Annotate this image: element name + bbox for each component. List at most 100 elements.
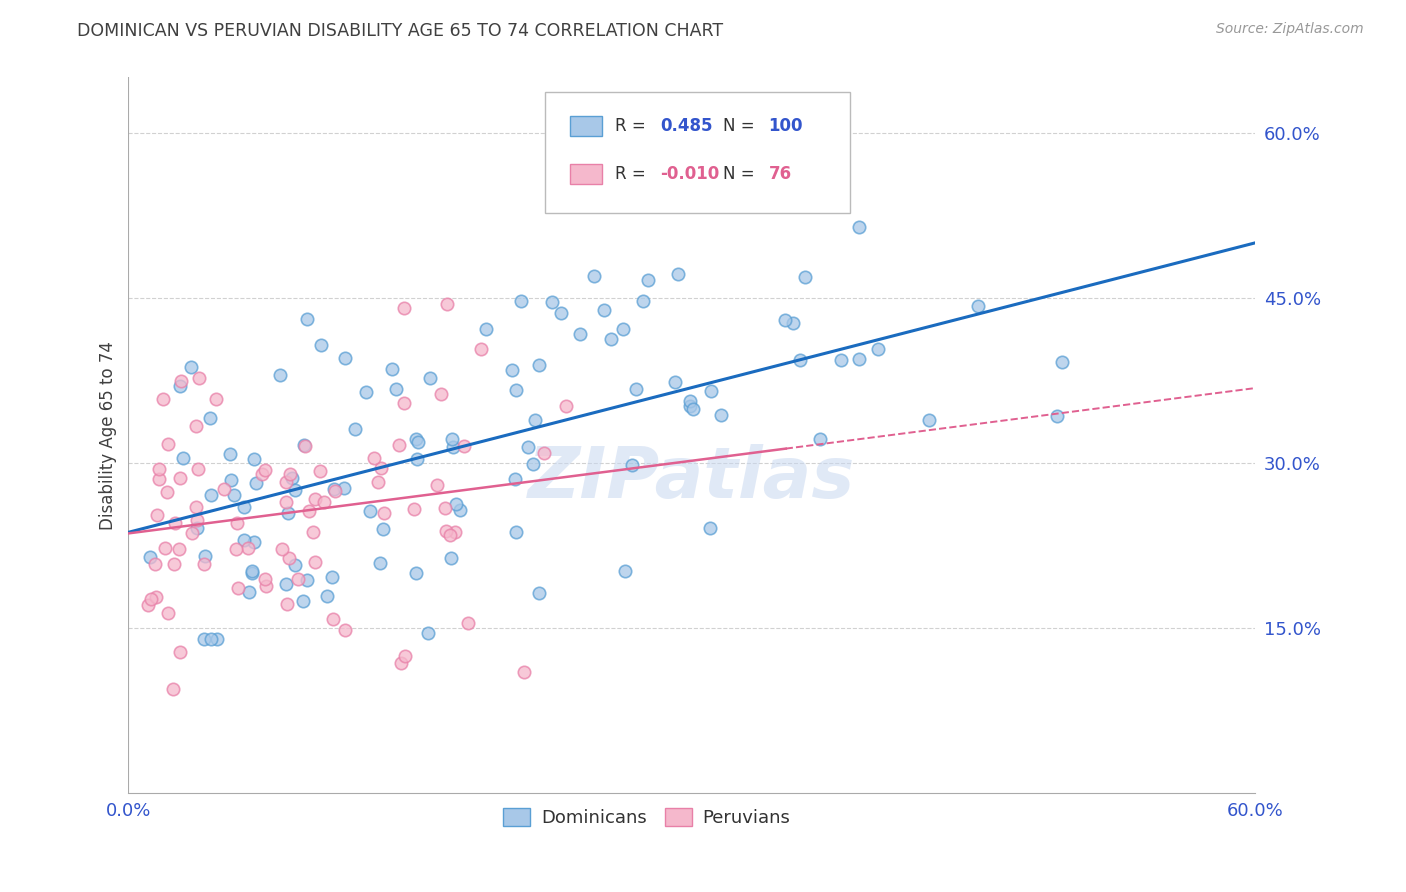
Point xyxy=(505,525,527,540)
Point xyxy=(298,504,321,518)
Point xyxy=(516,441,538,455)
Point xyxy=(172,450,194,465)
Point xyxy=(245,476,267,491)
Legend: Dominicans, Peruvians: Dominicans, Peruvians xyxy=(496,801,797,834)
Point xyxy=(314,494,336,508)
Text: Source: ZipAtlas.com: Source: ZipAtlas.com xyxy=(1216,22,1364,37)
Text: 0.485: 0.485 xyxy=(661,117,713,135)
Point xyxy=(198,411,221,425)
Point xyxy=(709,408,731,422)
Point xyxy=(682,401,704,416)
Point xyxy=(311,338,333,352)
Point xyxy=(304,491,326,506)
Point xyxy=(582,268,605,283)
Point xyxy=(242,566,264,580)
Point xyxy=(394,649,416,664)
Point xyxy=(193,558,215,572)
Point xyxy=(297,312,319,326)
Point xyxy=(419,370,441,384)
Point xyxy=(323,483,346,498)
Point xyxy=(145,508,167,522)
FancyBboxPatch shape xyxy=(571,164,602,184)
Point xyxy=(225,542,247,557)
Point xyxy=(418,626,440,640)
Point xyxy=(503,472,526,486)
Point xyxy=(523,413,546,427)
Point xyxy=(848,351,870,366)
Point xyxy=(333,481,356,495)
Point xyxy=(254,579,277,593)
Y-axis label: Disability Age 65 to 74: Disability Age 65 to 74 xyxy=(100,341,117,530)
Point xyxy=(157,436,180,450)
Text: 76: 76 xyxy=(769,165,792,183)
Point xyxy=(204,392,226,406)
Point xyxy=(156,484,179,499)
Point xyxy=(214,482,236,496)
Point xyxy=(474,321,496,335)
Point xyxy=(242,564,264,578)
Point xyxy=(614,564,637,578)
Point xyxy=(138,550,160,565)
Point xyxy=(389,657,412,671)
Point xyxy=(434,524,457,539)
Point xyxy=(436,297,458,311)
Point xyxy=(291,594,314,608)
Point xyxy=(404,502,426,516)
Point xyxy=(367,475,389,489)
Point xyxy=(181,526,204,541)
Point xyxy=(775,313,797,327)
Point xyxy=(505,383,527,397)
FancyBboxPatch shape xyxy=(546,92,849,213)
Point xyxy=(269,368,291,382)
Point xyxy=(308,464,330,478)
Point xyxy=(333,623,356,637)
Point xyxy=(287,573,309,587)
Point xyxy=(522,457,544,471)
Point xyxy=(510,294,533,309)
Point xyxy=(363,450,385,465)
FancyBboxPatch shape xyxy=(571,116,602,136)
Point xyxy=(794,269,817,284)
Point xyxy=(169,471,191,485)
Point xyxy=(284,558,307,573)
Point xyxy=(555,399,578,413)
Point xyxy=(593,303,616,318)
Point xyxy=(321,570,343,584)
Point xyxy=(304,555,326,569)
Point xyxy=(193,632,215,647)
Point xyxy=(301,525,323,540)
Point xyxy=(866,343,889,357)
Point xyxy=(169,645,191,659)
Point xyxy=(918,413,941,427)
Text: R =: R = xyxy=(616,165,645,183)
Point xyxy=(253,462,276,476)
Point xyxy=(453,440,475,454)
Point xyxy=(194,549,217,563)
Point xyxy=(457,615,479,630)
Point xyxy=(238,584,260,599)
Point xyxy=(294,439,316,453)
Point xyxy=(529,358,551,372)
Point xyxy=(219,473,242,487)
Point xyxy=(434,501,457,516)
Point xyxy=(440,432,463,446)
Point xyxy=(637,272,659,286)
Point xyxy=(388,438,411,452)
Text: N =: N = xyxy=(724,165,755,183)
Point xyxy=(967,299,990,313)
Point xyxy=(233,500,256,514)
Point xyxy=(541,294,564,309)
Point xyxy=(186,513,208,527)
Point xyxy=(277,507,299,521)
Point xyxy=(254,572,277,586)
Point xyxy=(226,581,249,595)
Point xyxy=(335,351,357,366)
Point xyxy=(392,396,415,410)
Point xyxy=(169,378,191,392)
Point xyxy=(700,384,723,398)
Point xyxy=(626,382,648,396)
Point xyxy=(180,359,202,374)
Point xyxy=(186,418,208,433)
Point xyxy=(440,550,463,565)
Point xyxy=(295,573,318,587)
